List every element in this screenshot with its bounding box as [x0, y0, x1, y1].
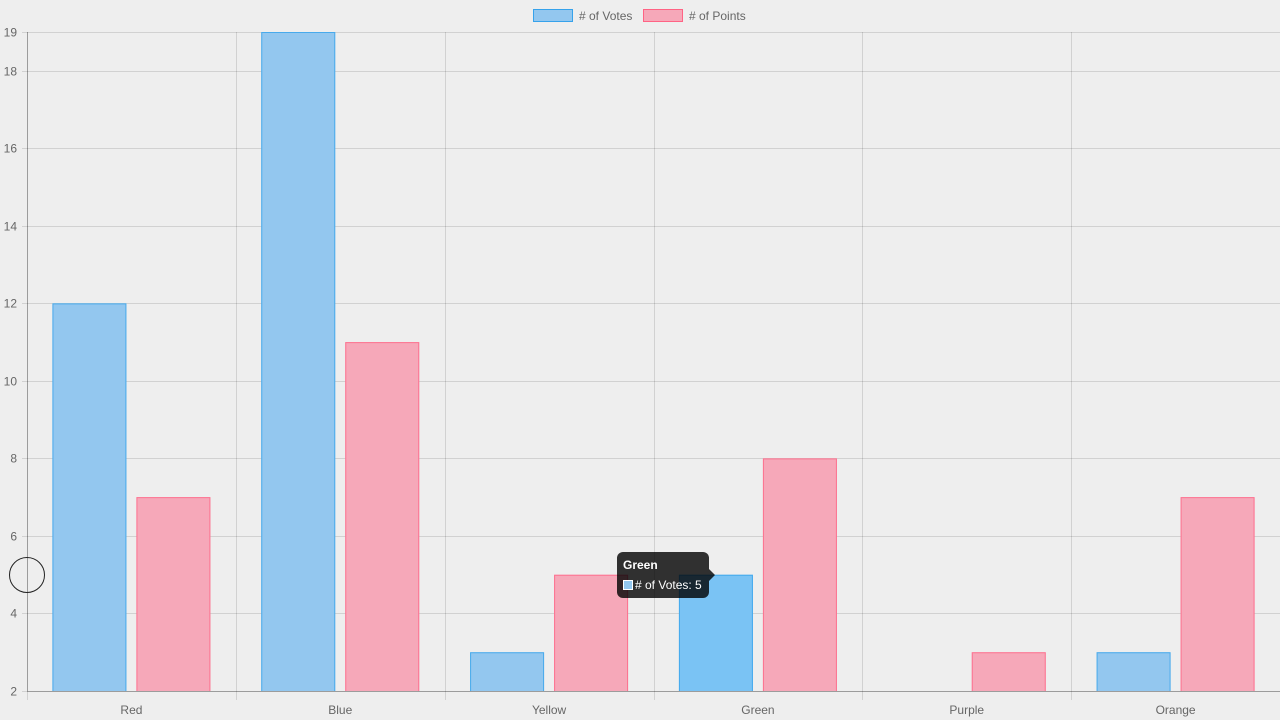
y-tick-label: 4 [10, 607, 17, 621]
tooltip: Green # of Votes: 5 [617, 552, 715, 598]
bar-border [1180, 497, 1255, 691]
bar-purple-series-2[interactable] [971, 652, 1046, 691]
bar-red-series-2[interactable] [136, 497, 211, 691]
tooltip-label: # of Votes: 5 [635, 578, 702, 592]
legend-label[interactable]: # of Votes [579, 9, 632, 23]
x-tick-label: Orange [1156, 703, 1196, 717]
bar-yellow-series-1[interactable] [470, 652, 545, 691]
bar-orange-series-2[interactable] [1180, 497, 1255, 691]
legend-swatch[interactable] [533, 9, 573, 22]
bar-border [1096, 652, 1171, 691]
bar-border [345, 342, 420, 691]
x-tick-label: Purple [949, 703, 984, 717]
y-tick-label: 8 [10, 452, 17, 466]
axes: 2 4 6 8 10 12 14 16 18 19 Red Blue Yellow Green Purple… [4, 26, 1280, 717]
tooltip-row: # of Votes: 5 [623, 578, 703, 592]
bar-border [470, 652, 545, 691]
grid-lines [22, 32, 1280, 700]
bar-blue-series-2[interactable] [345, 342, 420, 691]
tooltip-title: Green [623, 558, 658, 572]
bars [52, 32, 1255, 691]
y-tick-label: 14 [4, 220, 18, 234]
bar-border [762, 458, 837, 691]
bar-blue-series-1[interactable] [261, 32, 336, 691]
x-tick-label: Yellow [532, 703, 567, 717]
x-tick-label: Red [120, 703, 142, 717]
bar-border [136, 497, 211, 691]
y-tick-label: 10 [4, 375, 18, 389]
bar-yellow-series-2[interactable] [554, 574, 629, 691]
x-tick-label: Green [741, 703, 774, 717]
bar-border [52, 303, 127, 691]
legend-swatch[interactable] [643, 9, 683, 22]
y-tick-label: 2 [10, 685, 17, 699]
bar-border [678, 574, 753, 691]
bar-border [554, 574, 629, 691]
y-tick-label: 18 [4, 65, 18, 79]
y-tick-label: 19 [4, 26, 18, 40]
y-tick-label: 12 [4, 297, 18, 311]
bar-orange-series-1[interactable] [1096, 652, 1171, 691]
bar-red-series-1[interactable] [52, 303, 127, 691]
bar-border [971, 652, 1046, 691]
bar-border [261, 32, 336, 691]
cursor-indicator [9, 557, 45, 593]
bar-green-series-2[interactable] [762, 458, 837, 691]
x-tick-label: Blue [328, 703, 352, 717]
legend-label[interactable]: # of Points [689, 9, 746, 23]
tooltip-swatch [623, 580, 633, 590]
y-tick-label: 16 [4, 142, 18, 156]
legend: # of Votes # of Points [533, 9, 746, 23]
y-tick-label: 6 [10, 530, 17, 544]
